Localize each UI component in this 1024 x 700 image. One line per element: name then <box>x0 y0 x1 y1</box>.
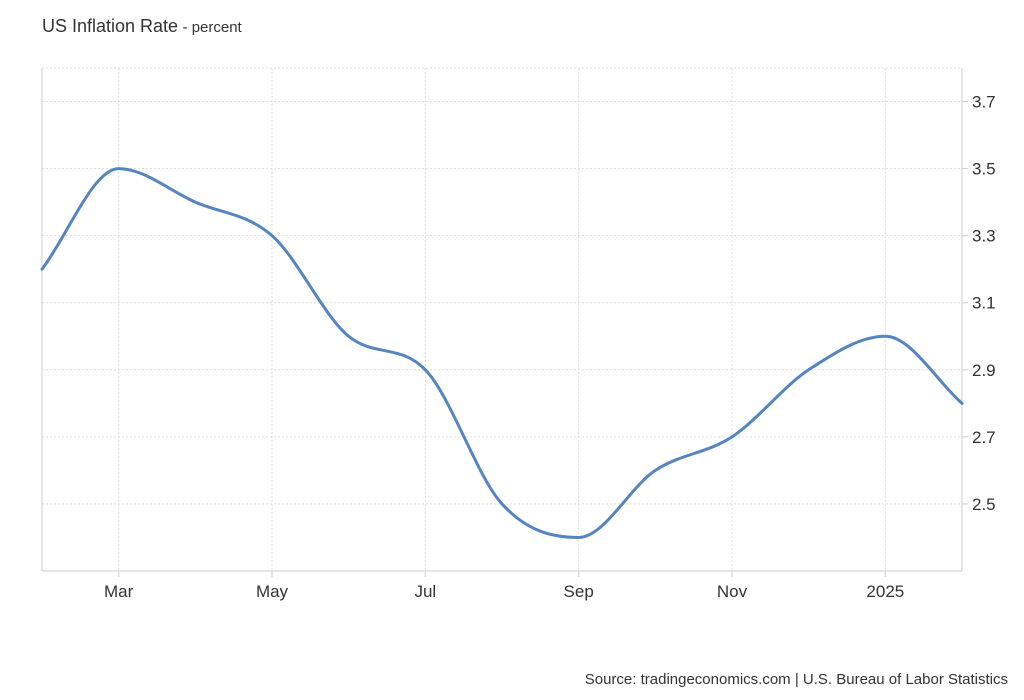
x-tick-label: Jul <box>414 582 436 601</box>
y-tick-label: 2.5 <box>972 495 996 514</box>
y-tick-label: 3.3 <box>972 227 996 246</box>
y-tick-label: 3.1 <box>972 294 996 313</box>
x-tick-label: Mar <box>104 582 134 601</box>
chart-subtitle: - percent <box>182 19 242 36</box>
chart-title-block: US Inflation Rate - percent <box>42 16 242 37</box>
source-note: Source: tradingeconomics.com | U.S. Bure… <box>584 671 1008 688</box>
y-tick-label: 3.5 <box>972 160 996 179</box>
chart-title: US Inflation Rate <box>42 16 179 36</box>
x-tick-label: Nov <box>717 582 748 601</box>
x-tick-label: Sep <box>564 582 594 601</box>
x-tick-label: 2025 <box>866 582 904 601</box>
y-tick-label: 2.9 <box>972 361 996 380</box>
y-tick-label: 2.7 <box>972 428 996 447</box>
series-line <box>40 167 964 539</box>
x-tick-label: May <box>256 582 289 601</box>
y-tick-label: 3.7 <box>972 93 996 112</box>
